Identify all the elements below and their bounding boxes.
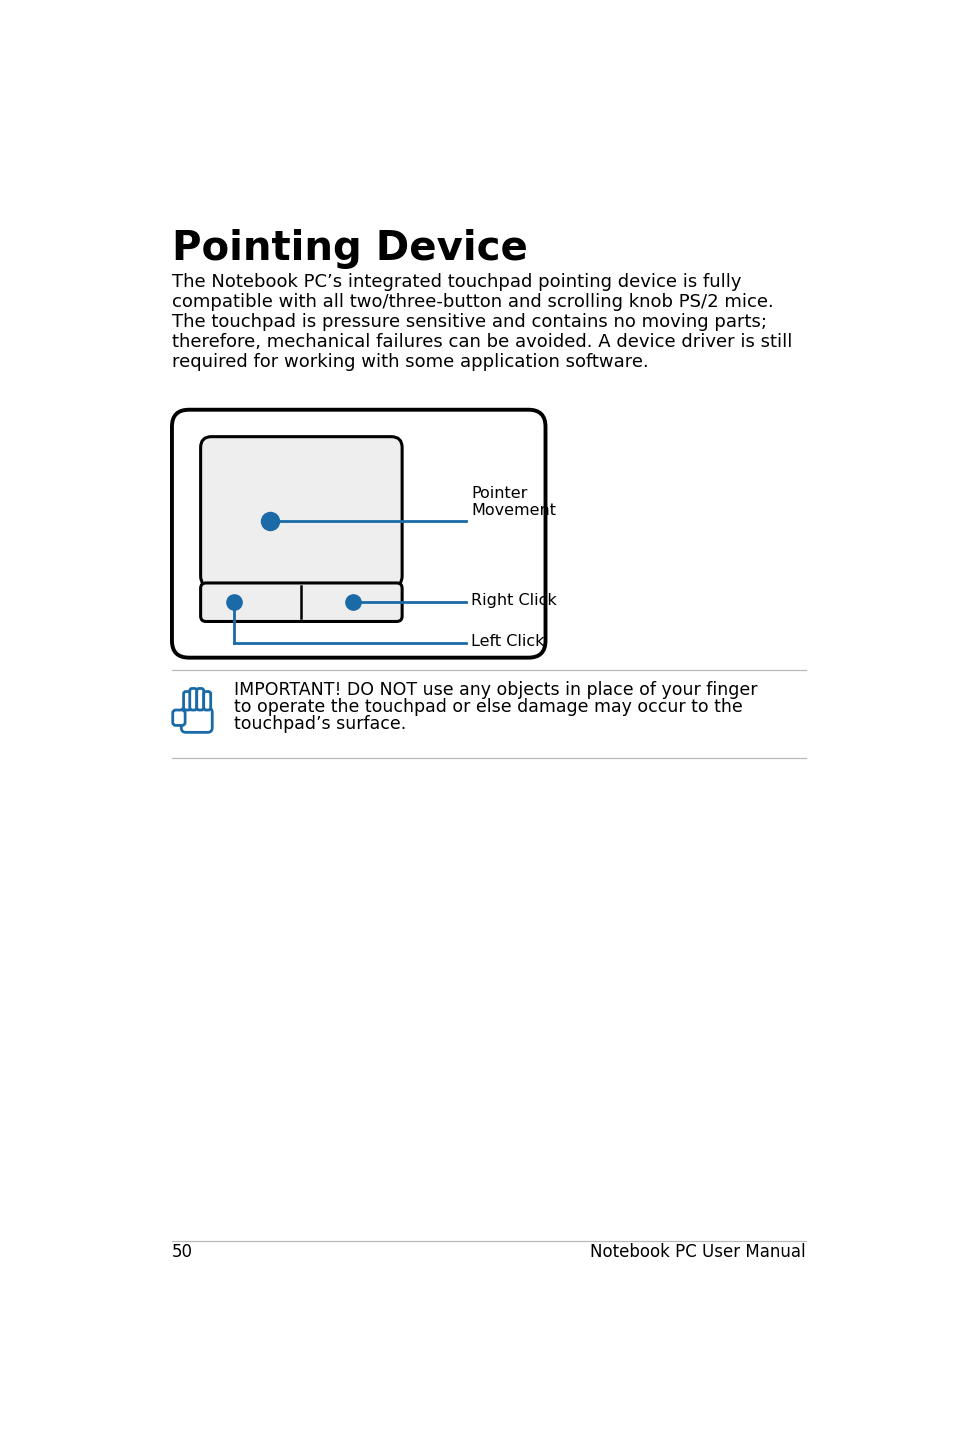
FancyBboxPatch shape [172,410,545,657]
FancyBboxPatch shape [200,437,402,587]
FancyBboxPatch shape [172,710,185,725]
Text: Pointer
Movement: Pointer Movement [471,486,556,518]
FancyBboxPatch shape [196,689,204,710]
Text: Left Click: Left Click [471,634,544,649]
Text: to operate the touchpad or else damage may occur to the: to operate the touchpad or else damage m… [233,697,742,716]
Text: Right Click: Right Click [471,594,557,608]
FancyBboxPatch shape [200,582,402,621]
FancyBboxPatch shape [204,692,211,710]
Text: touchpad’s surface.: touchpad’s surface. [233,715,406,732]
Text: therefore, mechanical failures can be avoided. A device driver is still: therefore, mechanical failures can be av… [172,332,792,351]
FancyBboxPatch shape [183,692,191,710]
Text: compatible with all two/three-button and scrolling knob PS/2 mice.: compatible with all two/three-button and… [172,293,773,311]
FancyBboxPatch shape [190,689,196,710]
Text: Pointing Device: Pointing Device [172,229,527,269]
Text: required for working with some application software.: required for working with some applicati… [172,352,648,371]
FancyBboxPatch shape [181,707,212,732]
Text: The Notebook PC’s integrated touchpad pointing device is fully: The Notebook PC’s integrated touchpad po… [172,273,740,290]
Text: 50: 50 [172,1242,193,1261]
Text: Notebook PC User Manual: Notebook PC User Manual [590,1242,805,1261]
Text: IMPORTANT! DO NOT use any objects in place of your finger: IMPORTANT! DO NOT use any objects in pla… [233,680,757,699]
Text: The touchpad is pressure sensitive and contains no moving parts;: The touchpad is pressure sensitive and c… [172,312,766,331]
